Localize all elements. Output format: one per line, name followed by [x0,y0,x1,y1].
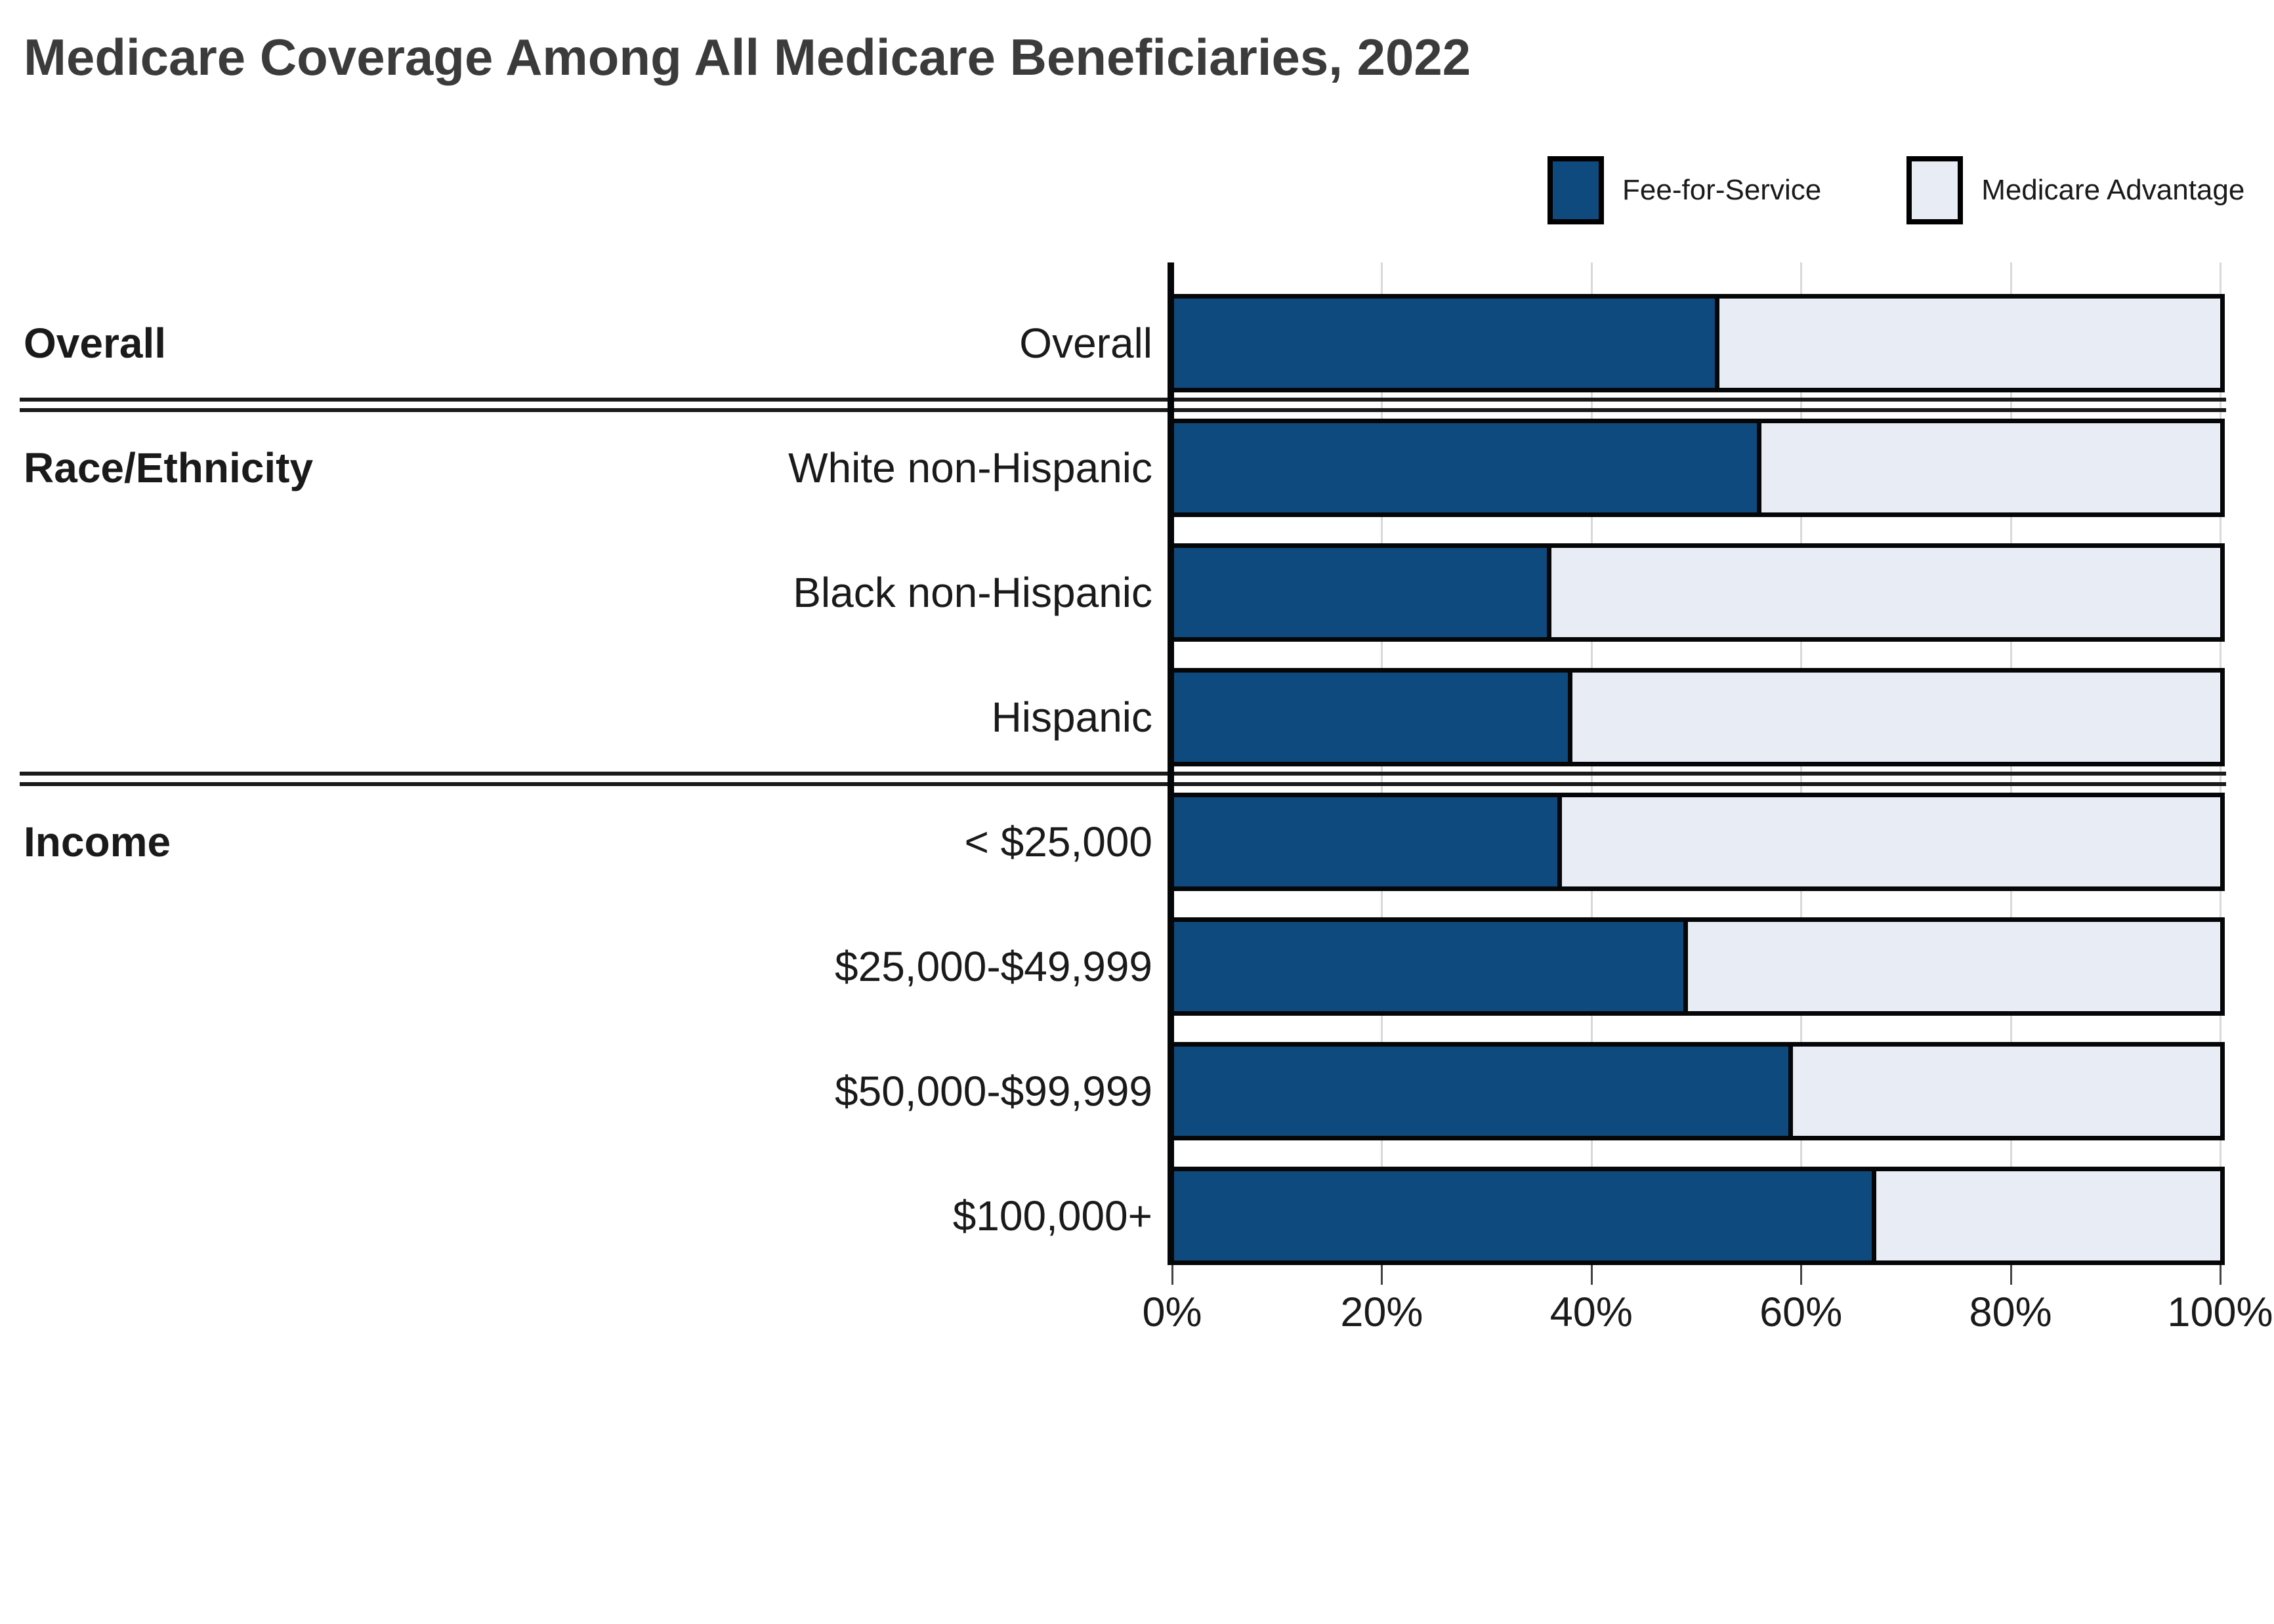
bar-segment-medicare-advantage [1872,1171,2220,1260]
bar-row [1168,668,2225,766]
x-axis-label: 80% [1969,1289,2052,1335]
bar-segment-fee-for-service [1172,423,1757,512]
row-label: $100,000+ [952,1192,1152,1239]
bar-segment-fee-for-service [1172,548,1547,637]
row-label: $50,000-$99,999 [835,1068,1152,1115]
legend-swatch-medicare-advantage-icon [1906,156,1964,224]
group-label: Race/Ethnicity [24,444,314,491]
section-divider [20,398,2226,402]
row-label: White non-Hispanic [788,444,1152,491]
bar-segment-medicare-advantage [1715,299,2220,388]
section-divider [20,772,2226,776]
legend: Fee-for-Service Medicare Advantage [1548,156,2244,224]
legend-item-medicare-advantage: Medicare Advantage [1906,156,2244,224]
bar-segment-fee-for-service [1172,922,1683,1011]
bar-row [1168,793,2225,891]
x-axis-tick-mark [1800,1265,1803,1285]
row-label: Black non-Hispanic [793,569,1152,616]
bar-segment-medicare-advantage [1683,922,2220,1011]
bar-segment-medicare-advantage [1557,797,2220,886]
bar-row [1168,1042,2225,1140]
bar-segment-fee-for-service [1172,1047,1788,1136]
row-label: < $25,000 [964,818,1153,865]
x-axis-label: 100% [2167,1289,2273,1335]
legend-label-medicare-advantage: Medicare Advantage [1981,174,2245,206]
section-divider [20,782,2226,786]
x-axis-label: 20% [1340,1289,1423,1335]
group-label: Overall [24,320,167,367]
bar-segment-medicare-advantage [1757,423,2220,512]
bar-row [1168,1167,2225,1265]
bar-segment-medicare-advantage [1568,673,2220,762]
bar-row [1168,294,2225,392]
bar-row [1168,543,2225,642]
legend-swatch-fee-for-service-icon [1548,156,1604,224]
x-axis-tick-mark [1381,1265,1383,1285]
bar-segment-medicare-advantage [1788,1047,2220,1136]
row-label: Overall [1019,320,1152,367]
bar-row [1168,917,2225,1016]
group-label: Income [24,818,171,865]
x-axis-label: 0% [1142,1289,1202,1335]
bar-row [1168,419,2225,517]
legend-label-fee-for-service: Fee-for-Service [1622,174,1822,206]
x-axis-tick-mark [2010,1265,2012,1285]
bar-segment-fee-for-service [1172,673,1568,762]
section-divider [20,408,2226,412]
row-label: Hispanic [991,694,1152,741]
y-axis-line [1168,262,1174,1265]
bar-segment-fee-for-service [1172,299,1715,388]
legend-item-fee-for-service: Fee-for-Service [1548,156,1821,224]
x-axis-tick-mark [1590,1265,1593,1285]
bar-segment-medicare-advantage [1547,548,2220,637]
chart-title: Medicare Coverage Among All Medicare Ben… [24,28,1471,86]
bar-segment-fee-for-service [1172,797,1557,886]
x-axis-label: 40% [1549,1289,1633,1335]
row-label: $25,000-$49,999 [835,943,1152,990]
x-axis-label: 60% [1759,1289,1843,1335]
x-axis-tick-mark [2220,1265,2221,1285]
x-axis-tick-mark [1171,1265,1173,1285]
bar-segment-fee-for-service [1172,1171,1872,1260]
